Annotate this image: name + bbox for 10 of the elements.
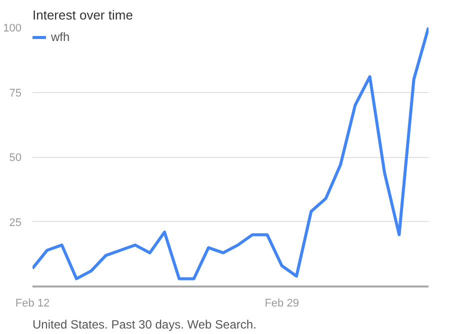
line-series [32, 28, 428, 280]
y-tick-label: 100 [3, 22, 22, 34]
x-tick-label: Feb 12 [15, 298, 50, 310]
text: United States. Past 30 days. Web Search. [32, 318, 256, 332]
x-tick-label: Feb 29 [264, 298, 299, 310]
y-tick-label: 50 [9, 152, 22, 164]
chart-title: Interest over time [32, 8, 133, 22]
y-tick-label: 75 [9, 87, 22, 100]
y-tick-label: 25 [9, 216, 22, 229]
legend-label: wfh [51, 30, 71, 44]
